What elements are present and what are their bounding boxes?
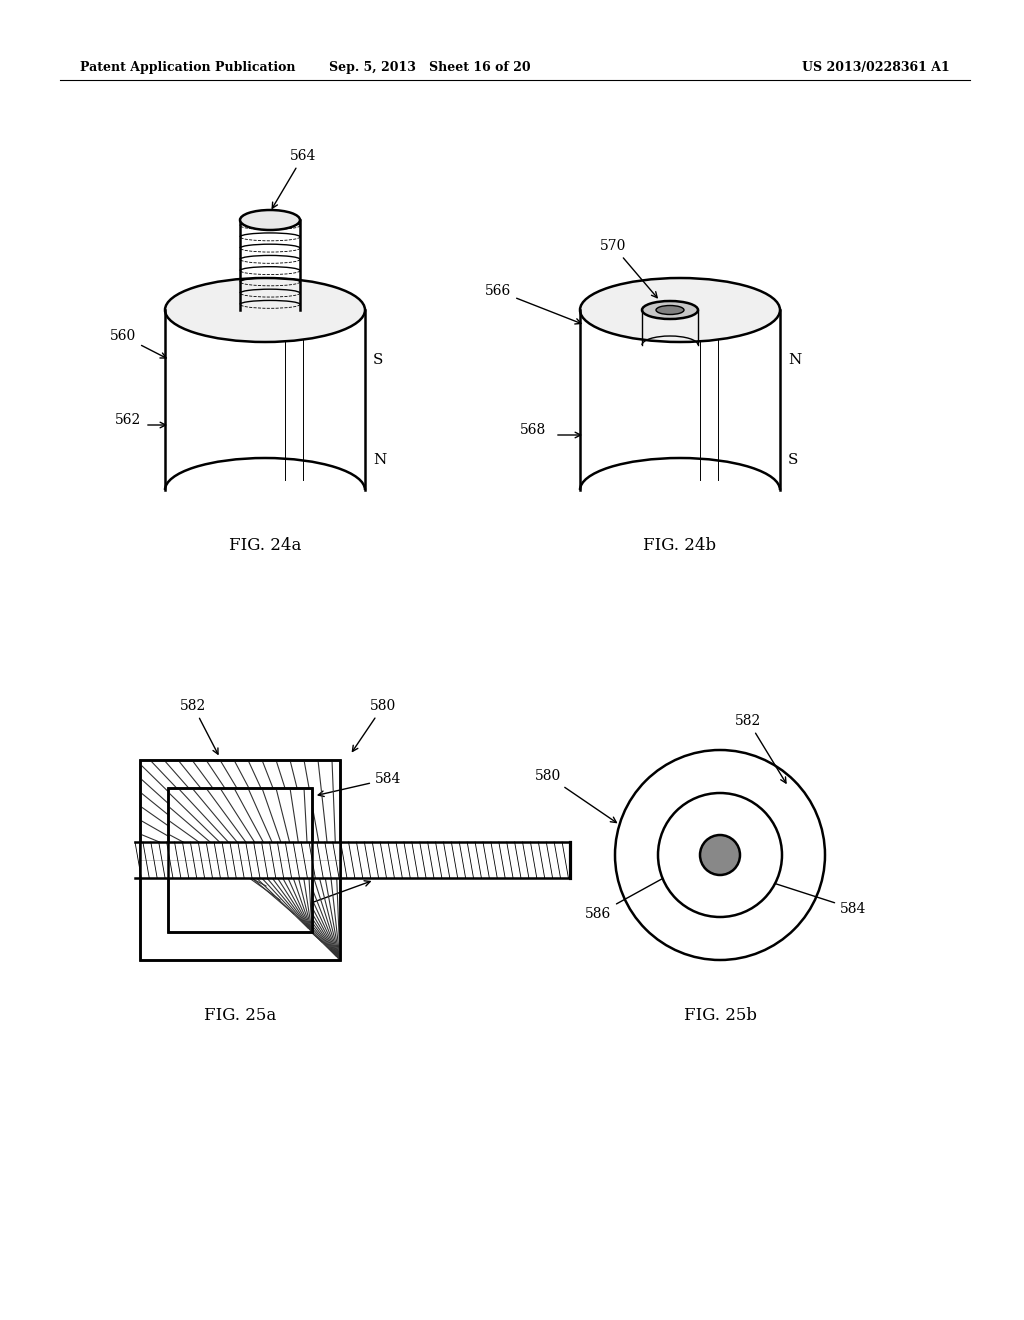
Text: 584: 584	[768, 880, 866, 916]
Circle shape	[700, 836, 740, 875]
Circle shape	[615, 750, 825, 960]
Bar	[168, 788, 312, 932]
Text: 582: 582	[180, 700, 218, 754]
Bar	[140, 760, 340, 960]
Text: 560: 560	[110, 329, 166, 358]
Text: 586: 586	[240, 880, 371, 931]
Ellipse shape	[580, 279, 780, 342]
Bar	[140, 842, 340, 878]
Text: FIG. 25b: FIG. 25b	[683, 1006, 757, 1023]
Text: Sep. 5, 2013   Sheet 16 of 20: Sep. 5, 2013 Sheet 16 of 20	[329, 62, 530, 74]
Text: N: N	[373, 453, 386, 467]
Text: FIG. 24a: FIG. 24a	[228, 536, 301, 553]
Text: FIG. 25a: FIG. 25a	[204, 1006, 276, 1023]
Text: FIG. 24b: FIG. 24b	[643, 536, 717, 553]
Text: N: N	[788, 352, 801, 367]
Ellipse shape	[642, 301, 698, 319]
Text: 584: 584	[318, 772, 401, 796]
Text: 580: 580	[535, 770, 616, 822]
Text: S: S	[373, 352, 383, 367]
Text: 570: 570	[600, 239, 657, 298]
Bar	[168, 842, 312, 878]
Bar	[140, 760, 340, 960]
Ellipse shape	[656, 305, 684, 314]
Circle shape	[658, 793, 782, 917]
Text: 582: 582	[735, 714, 786, 783]
Text: S: S	[788, 453, 799, 467]
Text: 566: 566	[485, 284, 581, 323]
Text: Patent Application Publication: Patent Application Publication	[80, 62, 296, 74]
Ellipse shape	[240, 210, 300, 230]
Ellipse shape	[165, 279, 365, 342]
Text: 580: 580	[352, 700, 396, 751]
Text: 564: 564	[272, 149, 316, 209]
Text: 586: 586	[585, 870, 679, 921]
Text: US 2013/0228361 A1: US 2013/0228361 A1	[802, 62, 950, 74]
Bar	[168, 788, 312, 932]
Text: 562: 562	[115, 413, 141, 426]
Text: 568: 568	[520, 422, 546, 437]
